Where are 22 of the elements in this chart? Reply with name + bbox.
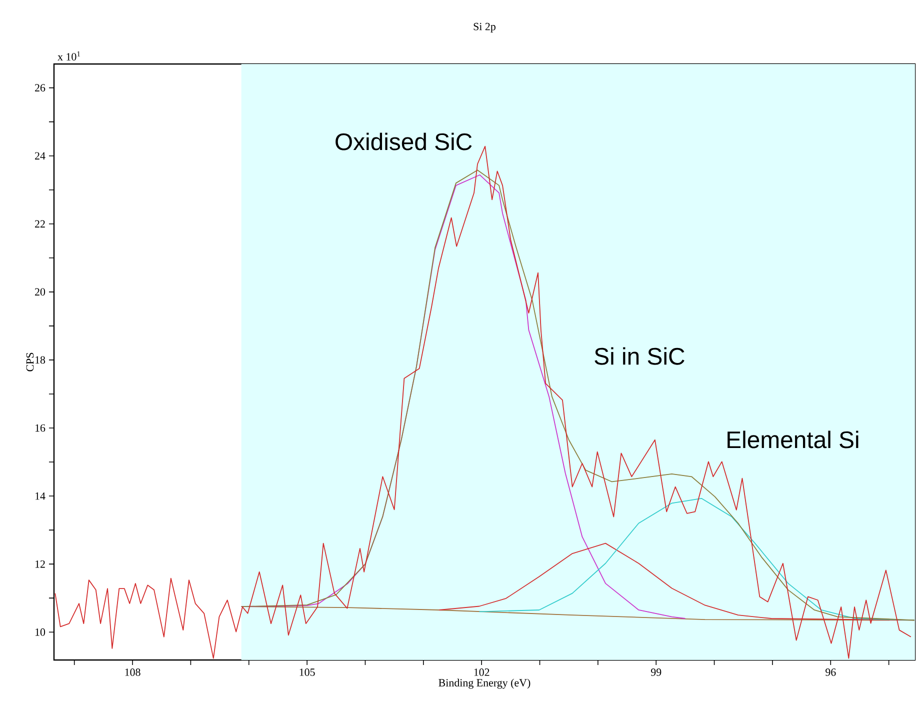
y-tick-label: 10 [35,628,46,636]
y-tick-label: 26 [34,84,46,92]
text: x 10$^{1}$ [58,51,80,60]
y-tick-label: 14 [35,492,46,500]
line-series [240,170,915,621]
annotation: Si in SiC [594,347,684,365]
x-tick-label: 108 [125,668,140,676]
y-tick-label: 24 [34,152,46,160]
chart-title: Si 2p [474,22,496,32]
annotation: Elemental Si [728,430,858,448]
x-tick-label: 99 [650,668,662,676]
y-tick-label: 18 [35,356,46,364]
x-tick-label: 96 [826,668,836,676]
x-axis-title: Binding Energy (eV) [438,678,530,689]
y-axis-title: CPS [26,352,34,372]
y-tick-label: 20 [34,288,46,296]
annotation: Oxidised SiC [336,132,472,150]
y-tick-label: 22 [34,220,45,228]
x-tick-label: 102 [474,668,490,676]
x-tick-label: 105 [300,668,315,676]
y-tick-label: 12 [35,560,45,568]
y-tick-label: 16 [35,424,46,432]
